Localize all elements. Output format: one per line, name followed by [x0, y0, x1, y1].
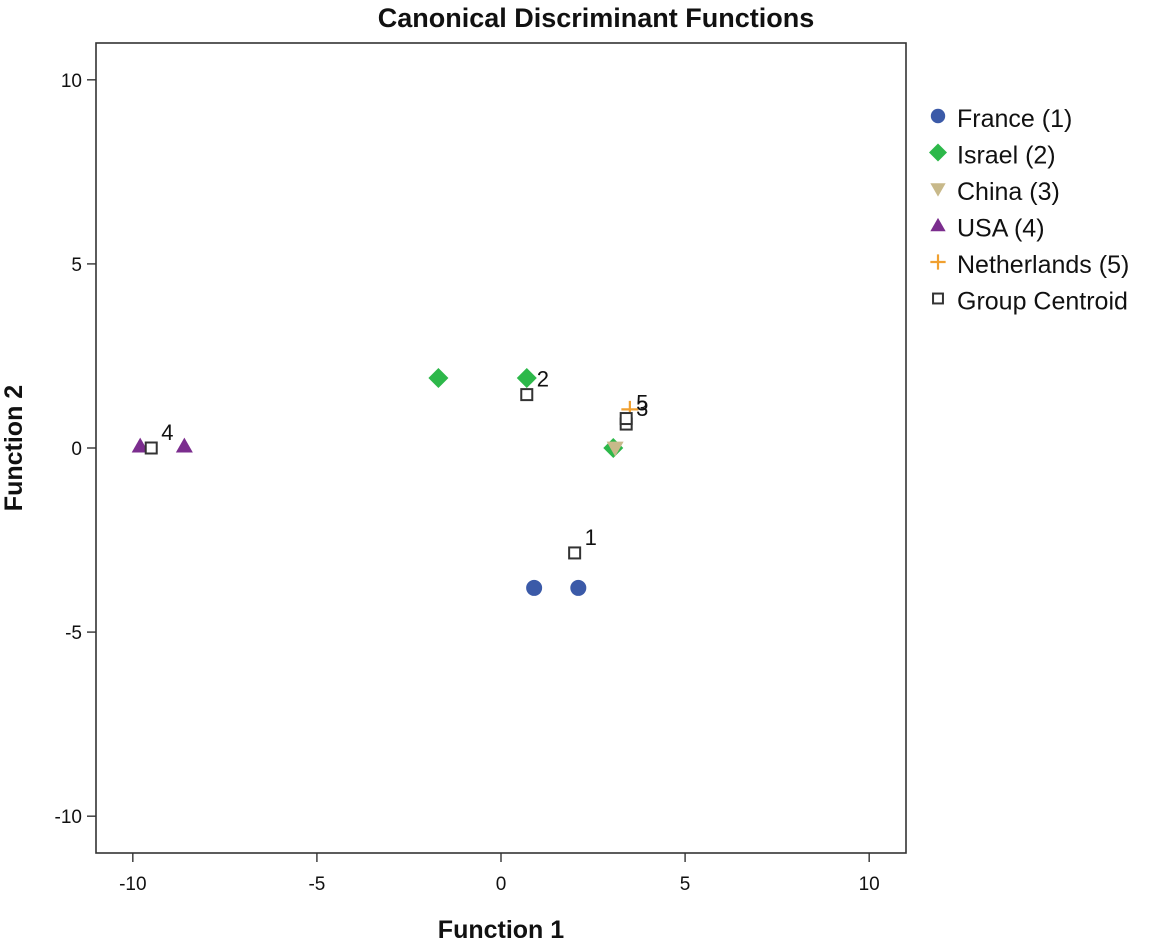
- legend-marker: [930, 108, 946, 124]
- legend: France (1) Israel (2) China (3) USA (4) Neth…: [929, 105, 1129, 316]
- y-tick-label: 0: [71, 439, 82, 460]
- group-centroids: 1 2 3 4 5: [144, 367, 648, 560]
- data-points: [131, 368, 639, 596]
- legend-label: Netherlands (5): [957, 251, 1129, 279]
- legend-marker: [929, 143, 947, 162]
- x-axis-title: Function 1: [438, 916, 564, 943]
- chart-title: Canonical Discriminant Functions: [378, 3, 815, 33]
- y-axis: -10 -5 0 5 10: [55, 71, 96, 828]
- centroid-marker: [520, 388, 534, 402]
- centroid-marker: [619, 412, 633, 426]
- legend-label: Group Centroid: [957, 288, 1128, 316]
- y-tick-label: 10: [61, 71, 82, 92]
- x-tick-label: 10: [859, 874, 880, 895]
- legend-marker: [930, 217, 946, 232]
- legend-label: China (3): [957, 178, 1060, 206]
- y-axis-title: Function 2: [0, 385, 28, 511]
- data-point: [526, 579, 543, 596]
- y-tick-label: 5: [71, 255, 82, 276]
- x-tick-label: 0: [496, 874, 507, 895]
- centroid-label: 2: [537, 367, 549, 392]
- data-point: [606, 441, 624, 457]
- legend-label: USA (4): [957, 215, 1045, 243]
- x-axis: -10 -5 0 5 10: [119, 853, 880, 895]
- y-tick-label: -10: [55, 807, 82, 828]
- legend-marker: [930, 183, 946, 197]
- x-tick-label: -10: [119, 874, 146, 895]
- x-tick-label: 5: [680, 874, 691, 895]
- legend-label: France (1): [957, 105, 1072, 133]
- data-point: [175, 437, 193, 453]
- data-point: [131, 437, 149, 453]
- plot-area: [95, 42, 907, 854]
- data-point: [570, 579, 587, 596]
- data-point: [516, 368, 537, 389]
- y-tick-label: -5: [65, 623, 82, 644]
- legend-marker: [930, 254, 946, 270]
- centroid-label: 4: [161, 420, 173, 445]
- centroid-label: 1: [585, 525, 597, 550]
- centroid-marker: [144, 441, 158, 455]
- x-tick-label: -5: [308, 874, 325, 895]
- legend-marker: [932, 292, 944, 305]
- centroid-label: 3: [636, 396, 648, 421]
- centroid-marker: [568, 546, 582, 560]
- centroid-label: 5: [636, 391, 648, 416]
- data-point: [428, 368, 449, 389]
- legend-label: Israel (2): [957, 142, 1056, 170]
